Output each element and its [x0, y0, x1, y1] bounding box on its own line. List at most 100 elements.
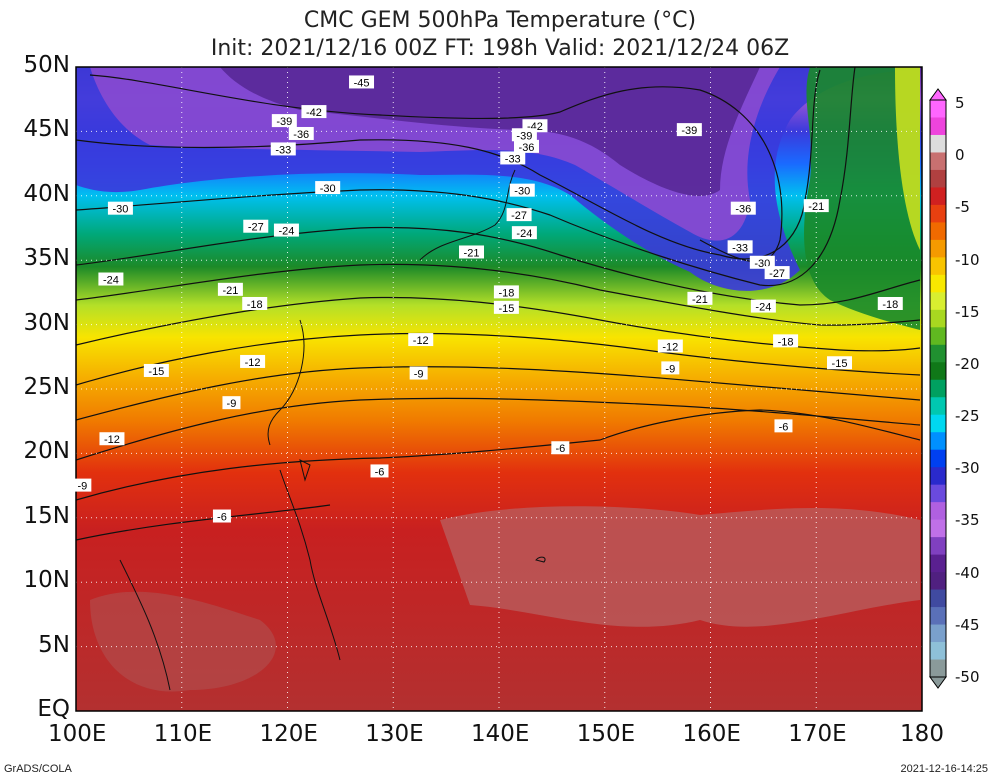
contour-label-bg [827, 356, 853, 370]
contour-label-text: -42 [306, 107, 322, 119]
contour-label: -12 [408, 333, 434, 347]
colorbar-swatch [930, 309, 946, 328]
contour-label-text: -9 [227, 398, 237, 410]
contour-label-text: -39 [516, 130, 532, 142]
contour-label-text: -36 [293, 129, 309, 141]
contour-label-text: -39 [276, 116, 292, 128]
contour-label: -27 [243, 219, 269, 234]
contour-label-bg [459, 245, 485, 259]
warm-pool-patch [440, 506, 920, 627]
contour-label: -6 [370, 464, 389, 478]
contour-label-bg [409, 366, 428, 380]
contour-label-bg [349, 75, 375, 89]
colorbar-min-arrow [929, 676, 947, 689]
contour-label-text: -30 [320, 183, 336, 195]
contour-label: -15 [143, 363, 169, 378]
contour-label-bg [511, 128, 537, 142]
contour-label: -27 [506, 208, 532, 222]
contour-label-bg [240, 354, 266, 368]
colorbar-swatch [930, 467, 946, 486]
colorbar-swatch [930, 659, 946, 678]
contour-label-text: -27 [769, 268, 785, 280]
colorbar-swatch [930, 204, 946, 223]
contour-label-bg [551, 441, 570, 455]
colorbar-swatch [930, 362, 946, 381]
lat-tick-label: 20N [23, 438, 70, 465]
colorbar-swatch [930, 344, 946, 363]
contour-label-text: -21 [808, 201, 824, 213]
colorbar [929, 88, 947, 689]
contour-label-bg [143, 363, 169, 377]
contour-label-text: -9 [77, 481, 87, 493]
chart-title: CMC GEM 500hPa Temperature (°C) [303, 8, 697, 33]
contour-label-text: -18 [778, 336, 794, 348]
contour-label-bg [803, 199, 829, 213]
colorbar-label: -45 [955, 615, 980, 634]
colorbar-label: -25 [955, 407, 980, 426]
contour-label-bg [99, 432, 125, 446]
lon-tick-label: 150E [576, 721, 636, 747]
contour-label-text: -6 [555, 443, 565, 455]
contour-label-text: -18 [247, 299, 263, 311]
contour-label: -30 [749, 255, 775, 270]
contour-label-text: -30 [514, 186, 530, 198]
contour-label-text: -33 [275, 144, 291, 156]
contour-label-text: -9 [665, 363, 675, 375]
contour-label-bg [657, 339, 683, 353]
contour-label-bg [877, 296, 903, 310]
contour-label-bg [773, 334, 799, 348]
contour-lines [76, 67, 921, 541]
colorbar-swatch [930, 502, 946, 521]
colorbar-label: -20 [955, 354, 980, 373]
contour-label: -18 [493, 285, 519, 299]
contour-label-bg [408, 333, 434, 347]
coastlines [119, 169, 546, 691]
contour-label-text: -21 [464, 247, 480, 259]
colorbar-swatch [930, 642, 946, 661]
lon-tick-label: 120E [259, 721, 318, 747]
contour-label-bg [212, 509, 231, 523]
contour-label-bg [509, 183, 535, 197]
contour-label: -39 [271, 114, 297, 128]
lat-tick-label: 10N [23, 567, 70, 594]
colorbar-swatch [930, 449, 946, 468]
contour-label-text: -27 [248, 222, 264, 234]
colorbar-swatch [930, 432, 946, 451]
colorbar-label: 0 [955, 146, 965, 165]
contour-label: -18 [773, 334, 799, 348]
colorbar-swatch [930, 484, 946, 503]
contour-label-bg [687, 291, 713, 305]
contour-label: -33 [270, 142, 296, 156]
contour-label-text: -9 [414, 369, 424, 381]
contour-label-bg [774, 419, 793, 433]
lat-tick-label: EQ [37, 696, 70, 722]
ridge-east [804, 67, 920, 330]
lon-tick-label: 180 [900, 721, 944, 747]
colorbar-swatch [930, 222, 946, 241]
colorbar-frame [929, 99, 947, 678]
colorbar-swatch [930, 572, 946, 591]
contour-label: -9 [73, 478, 92, 493]
contour-label: -6 [212, 509, 231, 524]
lon-tick-label: 160E [682, 721, 741, 747]
colorbar-label: -50 [955, 668, 980, 686]
contour-label-bg [750, 299, 776, 313]
contour-label-bg [243, 219, 269, 233]
contour-label-bg [493, 300, 519, 314]
contour-label-bg [301, 105, 327, 119]
contour-label-text: -36 [519, 142, 535, 154]
chart-subtitle: Init: 2021/12/16 00Z FT: 198h Valid: 202… [210, 36, 790, 61]
contour-label: -18 [877, 296, 903, 311]
contour-label: -30 [315, 181, 341, 195]
colorbar-label: 5 [955, 94, 965, 112]
contour-label: -21 [803, 199, 829, 213]
contour-label: -24 [273, 223, 299, 238]
contour-label-text: -21 [222, 285, 238, 297]
colorbar-swatch [930, 624, 946, 643]
contour-label: -33 [500, 151, 526, 165]
contour-label-text: -39 [681, 125, 697, 137]
lat-tick-label: 40N [23, 180, 70, 207]
lat-tick-label: 45N [23, 116, 70, 143]
contour-label: -12 [99, 432, 125, 446]
